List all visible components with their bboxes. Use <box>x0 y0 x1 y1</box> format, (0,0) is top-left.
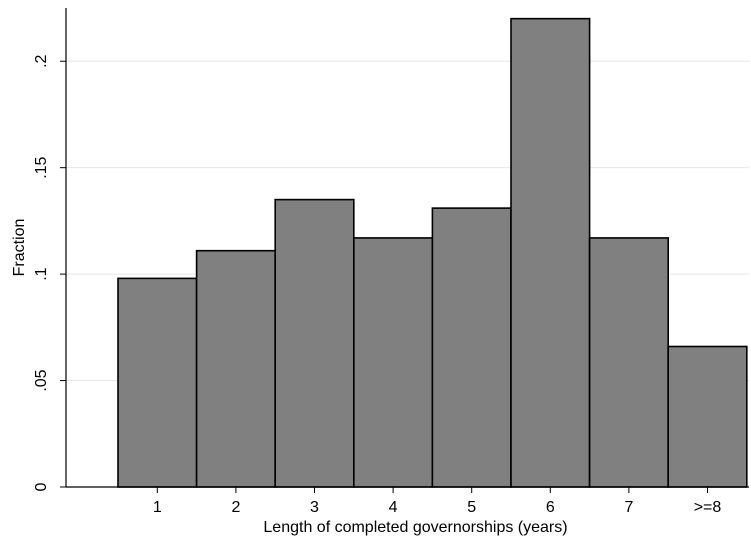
histogram-bar <box>667 345 748 488</box>
y-tick-label: .15 <box>33 156 50 178</box>
x-tick-label: >=8 <box>694 499 722 516</box>
histogram-bar <box>117 277 198 488</box>
x-axis-title: Length of completed governorships (years… <box>263 519 567 536</box>
histogram-bar <box>195 249 277 488</box>
x-axis-ticks: 1 2 3 4 5 6 7 >=8 <box>153 487 722 516</box>
x-tick-label: 3 <box>310 499 319 516</box>
bars <box>117 17 748 488</box>
x-tick-label: 5 <box>467 499 476 516</box>
x-tick-label: 2 <box>231 499 240 516</box>
x-tick-label: 7 <box>624 499 633 516</box>
y-tick-label: .05 <box>33 369 50 391</box>
y-tick-label: .2 <box>33 54 50 67</box>
y-axis-title: Fraction <box>11 219 28 277</box>
histogram-bar <box>588 237 669 488</box>
x-tick-label: 6 <box>546 499 555 516</box>
histogram-bar <box>510 17 591 488</box>
histogram-bar <box>431 207 512 488</box>
y-tick-label: 0 <box>33 482 50 491</box>
x-tick-label: 1 <box>153 499 162 516</box>
y-tick-label: .1 <box>33 267 50 280</box>
histogram-bar <box>274 198 355 488</box>
y-axis-ticks: 0 .05 .1 .15 .2 <box>33 54 66 491</box>
x-tick-label: 4 <box>389 499 398 516</box>
histogram-bar <box>352 237 434 488</box>
